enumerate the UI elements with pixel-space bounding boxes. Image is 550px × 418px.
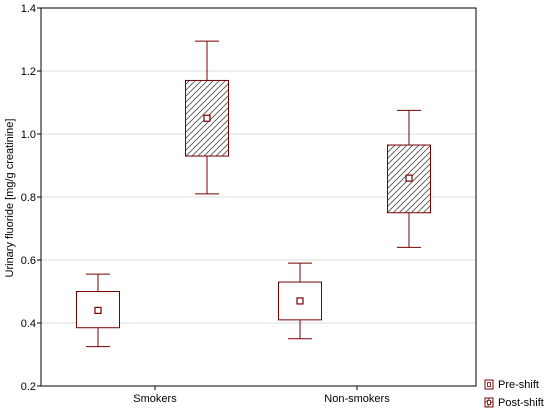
legend-marker — [487, 382, 491, 387]
legend: Pre-shift Post-shift — [484, 379, 544, 409]
box-plot — [387, 109, 431, 248]
mean-marker — [296, 297, 304, 305]
x-tick-label: Smokers — [133, 393, 177, 405]
box-plot — [278, 262, 322, 340]
mean-marker — [405, 174, 413, 182]
legend-label: Pre-shift — [498, 379, 539, 391]
y-tick-label: 1.2 — [21, 66, 36, 78]
y-tick-label: 0.6 — [21, 255, 36, 267]
y-tick-label: 1.4 — [21, 3, 36, 15]
legend-marker — [487, 400, 491, 405]
y-tick-label: 0.4 — [21, 318, 36, 330]
box-plots — [76, 40, 431, 348]
x-axis-ticks: Smokers Non-smokers — [133, 386, 390, 405]
x-tick-label: Non-smokers — [324, 393, 390, 405]
mean-marker — [203, 114, 211, 122]
legend-label: Post-shift — [498, 397, 544, 409]
gridlines — [41, 70, 476, 324]
y-axis-title: Urinary fluoride [mg/g creatinine] — [4, 119, 16, 278]
y-axis-ticks: 0.2 0.4 0.6 0.8 1.0 1.2 1.4 — [21, 3, 41, 393]
mean-marker — [94, 306, 102, 314]
box-plot — [185, 40, 229, 195]
box-plot — [76, 273, 120, 348]
y-tick-label: 0.2 — [21, 381, 36, 393]
y-tick-label: 1.0 — [21, 129, 36, 141]
y-tick-label: 0.8 — [21, 192, 36, 204]
